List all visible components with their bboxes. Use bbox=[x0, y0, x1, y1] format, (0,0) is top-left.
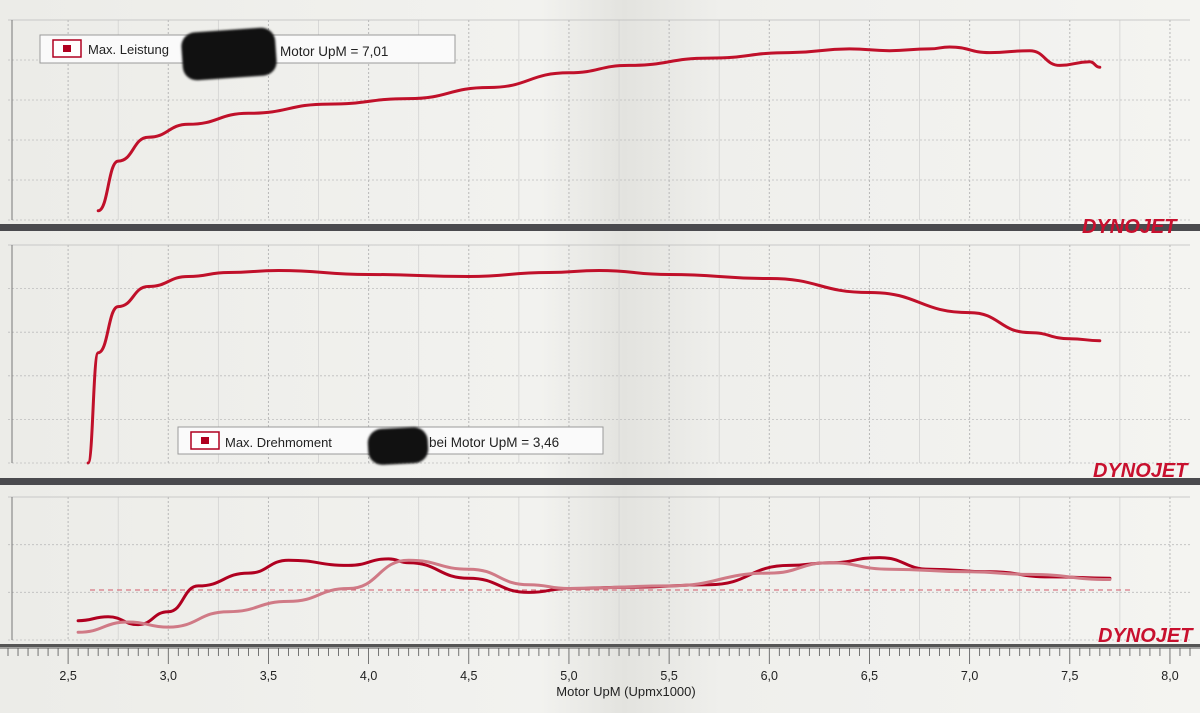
legend-torque-rpm: bei Motor UpM = 3,46 bbox=[429, 435, 559, 450]
series-line bbox=[96, 45, 1102, 213]
curves bbox=[76, 45, 1112, 634]
x-tick-label: 5,0 bbox=[560, 669, 577, 683]
redacted-value bbox=[367, 426, 429, 466]
panel-separator bbox=[0, 478, 1200, 485]
x-tick-label: 6,5 bbox=[861, 669, 878, 683]
svg-text:DYNOJET: DYNOJET bbox=[1082, 216, 1178, 238]
x-tick-label: 6,0 bbox=[761, 669, 778, 683]
series-line bbox=[86, 269, 1102, 465]
dynojet-logo-1: DYNOJET bbox=[1082, 216, 1178, 238]
x-tick-label: 3,0 bbox=[160, 669, 177, 683]
x-tick-label: 7,5 bbox=[1061, 669, 1078, 683]
series-line bbox=[76, 558, 1112, 634]
x-axis-label: Motor UpM (Upmx1000) bbox=[556, 684, 695, 699]
x-tick-label: 5,5 bbox=[660, 669, 677, 683]
x-axis-tick-labels: 2,5 3,0 3,5 4,0 4,5 5,0 5,5 6,0 6,5 7,0 7,5 8,0 bbox=[59, 669, 1178, 683]
x-tick-label: 8,0 bbox=[1161, 669, 1178, 683]
legend-torque-label: Max. Drehmoment bbox=[225, 435, 332, 450]
dynojet-logo-3: DYNOJET bbox=[1098, 625, 1194, 647]
series-line bbox=[76, 556, 1112, 627]
legend-power-rpm: Motor UpM = 7,01 bbox=[280, 44, 388, 59]
x-tick-label: 4,0 bbox=[360, 669, 377, 683]
panel-separator bbox=[0, 644, 1200, 647]
x-tick-label: 7,0 bbox=[961, 669, 978, 683]
panel-separator bbox=[0, 224, 1200, 231]
svg-text:DYNOJET: DYNOJET bbox=[1098, 625, 1194, 647]
redacted-value bbox=[180, 26, 278, 82]
x-tick-label: 3,5 bbox=[260, 669, 277, 683]
legend-power-label: Max. Leistung bbox=[88, 42, 169, 57]
x-axis-ticks bbox=[0, 647, 1200, 664]
svg-text:DYNOJET: DYNOJET bbox=[1093, 460, 1189, 482]
x-tick-label: 2,5 bbox=[59, 669, 76, 683]
panel-separators bbox=[0, 224, 1200, 647]
x-tick-label: 4,5 bbox=[460, 669, 477, 683]
dynojet-logo-2: DYNOJET bbox=[1093, 460, 1189, 482]
